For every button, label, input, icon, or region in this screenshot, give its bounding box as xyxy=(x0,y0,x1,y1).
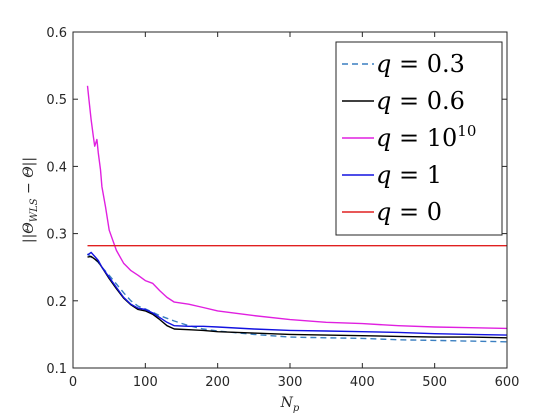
series-layer xyxy=(86,85,508,343)
y-tick-label-3: 0.4 xyxy=(46,160,67,175)
legend-label-3: q = 1 xyxy=(376,161,442,189)
y-tick-label-0: 0.1 xyxy=(46,362,67,377)
legend-label-1: q = 0.6 xyxy=(376,87,465,115)
series-line-1 xyxy=(87,255,508,339)
legend-label-2: q = 1010 xyxy=(376,122,476,152)
x-tick-label-1: 100 xyxy=(133,375,158,390)
y-tick-label-4: 0.5 xyxy=(46,93,67,108)
legend-label-0: q = 0.3 xyxy=(376,50,465,78)
legend: q = 0.3 q = 0.6 q = 1010 q = 1 q = 0 xyxy=(335,41,503,236)
y-tick-label-2: 0.3 xyxy=(46,228,67,243)
series-line-2 xyxy=(86,85,508,330)
x-tick-label-5: 500 xyxy=(422,375,447,390)
y-axis-label: ||ΘWLS − Θ|| xyxy=(21,157,40,243)
x-tick-label-6: 600 xyxy=(495,375,520,390)
series-line-3 xyxy=(87,251,508,336)
x-tick-label-0: 0 xyxy=(69,375,77,390)
legend-label-4: q = 0 xyxy=(376,198,442,226)
x-tick-label-3: 300 xyxy=(278,375,303,390)
y-tick-label-1: 0.2 xyxy=(46,295,67,310)
y-tick-label-5: 0.6 xyxy=(46,26,67,41)
x-axis-label: Np xyxy=(280,395,300,414)
series-line-0 xyxy=(87,253,508,343)
x-tick-label-2: 200 xyxy=(205,375,230,390)
x-tick-label-4: 400 xyxy=(350,375,375,390)
ticks-layer: 0 100 200 300 400 500 600 0.1 0.2 0.3 0.4 0.5 0.6 xyxy=(46,26,519,390)
